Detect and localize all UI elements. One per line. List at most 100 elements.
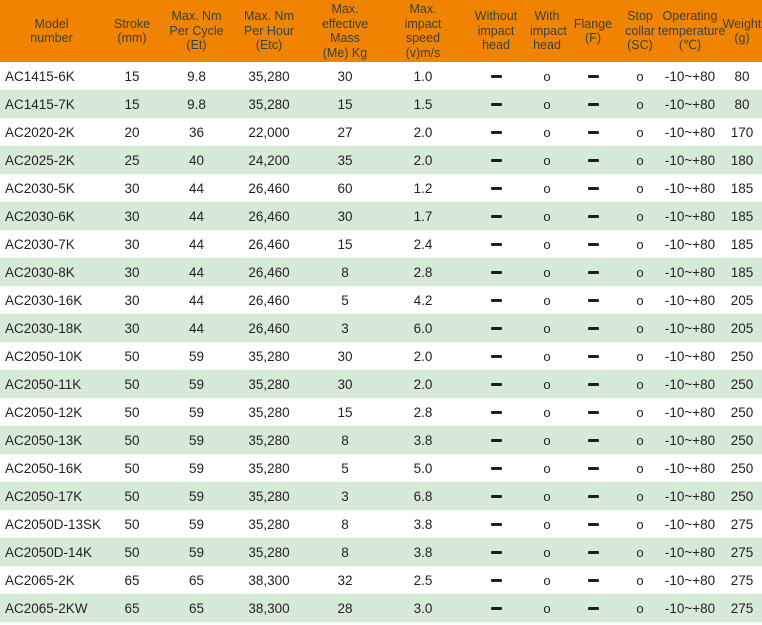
cell-max-nm-per-hour: 38,300: [248, 600, 290, 616]
table-row: AC2050-11K 50 59 35,280 30 2.0 o o -10~+80 250: [0, 370, 762, 398]
cell-with-impact-head: o: [543, 68, 551, 84]
cell-max-impact-speed: 2.5: [413, 572, 433, 588]
dash-icon: [587, 271, 599, 275]
dash-icon: [490, 551, 502, 555]
cell-operating-temperature: -10~+80: [664, 264, 716, 280]
cell-max-nm-per-cycle: 44: [188, 292, 205, 308]
cell-operating-temperature: -10~+80: [664, 320, 716, 336]
cell-max-nm-per-cycle: 44: [188, 236, 205, 252]
cell-max-effective-mass: 3: [341, 488, 349, 504]
table-row: AC2030-18K 30 44 26,460 3 6.0 o o -10~+80 205: [0, 314, 762, 342]
cell-model: AC2050-12K: [5, 404, 83, 420]
dash-icon: [490, 215, 502, 219]
dash-icon: [490, 523, 502, 527]
cell-max-impact-speed: 2.0: [413, 124, 433, 140]
cell-without-impact-head: [462, 482, 530, 510]
cell-weight: 80: [734, 68, 750, 84]
dash-icon: [587, 131, 599, 135]
cell-weight: 250: [730, 348, 754, 364]
cell-model: AC2050-17K: [5, 488, 83, 504]
dash-icon: [490, 327, 502, 331]
table-row: AC2050-16K 50 59 35,280 5 5.0 o o -10~+80 250: [0, 454, 762, 482]
cell-model: AC2030-7K: [5, 236, 75, 252]
cell-operating-temperature: -10~+80: [664, 376, 716, 392]
table-row: AC2065-2KW 65 65 38,300 28 3.0 o o -10~+80 275: [0, 594, 762, 622]
col-header-without-impact-head: Without impact head: [462, 0, 530, 62]
cell-without-impact-head: [462, 594, 530, 622]
cell-stroke: 50: [124, 432, 140, 448]
cell-weight: 185: [730, 180, 754, 196]
cell-max-nm-per-hour: 26,460: [248, 208, 290, 224]
cell-flange: [564, 482, 622, 510]
table-row: AC2030-7K 30 44 26,460 15 2.4 o o -10~+80 185: [0, 230, 762, 258]
cell-without-impact-head: [462, 90, 530, 118]
cell-stroke: 25: [124, 152, 140, 168]
cell-max-impact-speed: 1.2: [413, 180, 433, 196]
cell-with-impact-head: o: [543, 544, 551, 560]
dash-icon: [490, 271, 502, 275]
cell-with-impact-head: o: [543, 96, 551, 112]
cell-flange: [564, 594, 622, 622]
cell-max-effective-mass: 30: [337, 348, 353, 364]
cell-operating-temperature: -10~+80: [664, 600, 716, 616]
cell-model: AC2065-2K: [5, 572, 75, 588]
table-row: AC2065-2K 65 65 38,300 32 2.5 o o -10~+80 275: [0, 566, 762, 594]
cell-with-impact-head: o: [543, 516, 551, 532]
dash-icon: [587, 607, 599, 611]
cell-stop-collar: o: [636, 544, 644, 560]
cell-max-effective-mass: 5: [341, 460, 349, 476]
cell-stop-collar: o: [636, 292, 644, 308]
dash-icon: [587, 579, 599, 583]
cell-operating-temperature: -10~+80: [664, 516, 716, 532]
dash-icon: [490, 299, 502, 303]
cell-model: AC2050-13K: [5, 432, 83, 448]
cell-max-effective-mass: 15: [337, 96, 353, 112]
cell-max-nm-per-hour: 38,300: [248, 572, 290, 588]
dash-icon: [490, 187, 502, 191]
cell-without-impact-head: [462, 398, 530, 426]
cell-without-impact-head: [462, 370, 530, 398]
table-row: AC2030-5K 30 44 26,460 60 1.2 o o -10~+80 185: [0, 174, 762, 202]
cell-max-effective-mass: 15: [337, 236, 353, 252]
cell-max-nm-per-cycle: 44: [188, 320, 205, 336]
cell-max-nm-per-cycle: 44: [188, 264, 205, 280]
cell-stroke: 30: [124, 236, 140, 252]
header-row: Model number Stroke (mm) Max. Nm Per Cycle…: [0, 0, 762, 62]
cell-max-nm-per-cycle: 59: [188, 460, 205, 476]
cell-stroke: 50: [124, 348, 140, 364]
cell-max-nm-per-hour: 35,280: [248, 404, 290, 420]
cell-stroke: 50: [124, 488, 140, 504]
dash-icon: [490, 467, 502, 471]
cell-model: AC2050-10K: [5, 348, 83, 364]
dash-icon: [490, 103, 502, 107]
cell-flange: [564, 398, 622, 426]
table-row: AC1415-7K 15 9.8 35,280 15 1.5 o o -10~+80 80: [0, 90, 762, 118]
cell-weight: 80: [734, 96, 750, 112]
cell-model: AC2030-8K: [5, 264, 75, 280]
cell-stroke: 50: [124, 460, 140, 476]
cell-model: AC2030-6K: [5, 208, 75, 224]
col-header-model: Model number: [0, 0, 103, 62]
cell-flange: [564, 342, 622, 370]
dash-icon: [490, 243, 502, 247]
dash-icon: [587, 243, 599, 247]
cell-max-nm-per-hour: 35,280: [248, 348, 290, 364]
cell-max-nm-per-cycle: 9.8: [187, 68, 206, 84]
cell-max-effective-mass: 8: [341, 264, 349, 280]
cell-flange: [564, 454, 622, 482]
cell-model: AC2050-11K: [5, 376, 82, 392]
cell-stroke: 50: [124, 404, 140, 420]
cell-max-nm-per-hour: 22,000: [248, 124, 290, 140]
cell-max-effective-mass: 15: [337, 404, 353, 420]
cell-max-impact-speed: 2.0: [413, 152, 433, 168]
cell-model: AC2025-2K: [5, 152, 75, 168]
cell-weight: 275: [730, 544, 754, 560]
cell-max-nm-per-cycle: 59: [188, 544, 205, 560]
cell-max-nm-per-cycle: 44: [188, 208, 205, 224]
cell-max-effective-mass: 35: [337, 152, 353, 168]
cell-stop-collar: o: [636, 96, 644, 112]
dash-icon: [587, 523, 599, 527]
cell-flange: [564, 426, 622, 454]
